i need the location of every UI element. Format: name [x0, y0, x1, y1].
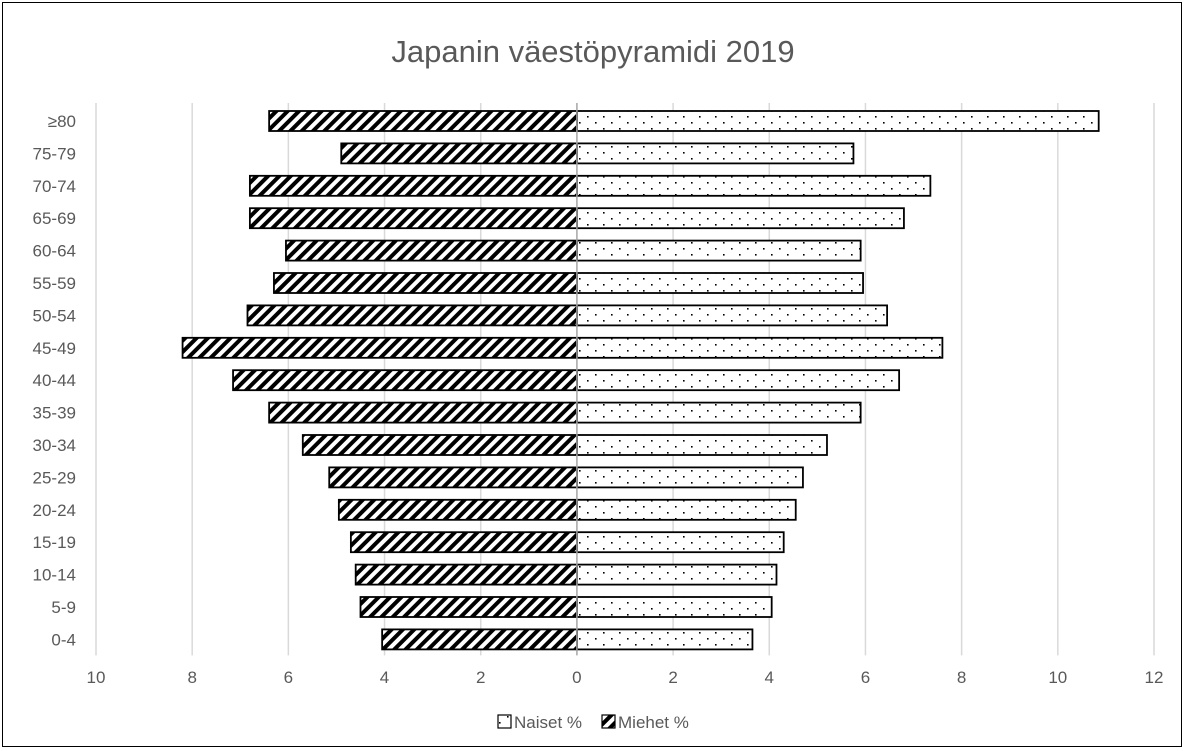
bar-miehet	[181, 336, 578, 359]
bar-naiset	[576, 466, 804, 489]
bar-miehet	[349, 531, 578, 554]
bar-miehet	[337, 498, 578, 521]
bar-naiset	[576, 563, 778, 586]
x-tick-label: 8	[187, 668, 196, 687]
bar-naiset	[576, 531, 785, 554]
bar-naiset	[576, 434, 828, 456]
legend-label: Naiset %	[514, 713, 582, 732]
category-label: 50-54	[33, 306, 76, 325]
bar-miehet	[232, 369, 578, 392]
category-label: 70-74	[33, 177, 76, 196]
bar-miehet	[268, 401, 578, 424]
bar-miehet	[285, 239, 578, 262]
bar-naiset	[576, 239, 862, 262]
legend-label: Miehet %	[618, 713, 689, 732]
bar-naiset	[576, 174, 932, 197]
x-tick-label: 8	[957, 668, 966, 687]
category-label: 45-49	[33, 339, 76, 358]
category-label: 20-24	[33, 501, 76, 520]
bar-miehet	[354, 563, 578, 586]
category-label: 30-34	[33, 436, 76, 455]
category-label: 5-9	[51, 598, 76, 617]
x-tick-label: 2	[668, 668, 677, 687]
category-label: 40-44	[33, 371, 76, 390]
bar-naiset	[576, 110, 1100, 132]
category-label: 65-69	[33, 209, 76, 228]
bar-miehet	[301, 434, 578, 456]
x-tick-label: 4	[765, 668, 774, 687]
bar-miehet	[340, 142, 578, 165]
bar-naiset	[576, 369, 901, 392]
bar-naiset	[576, 272, 864, 294]
chart-title: Japanin väestöpyramidi 2019	[391, 34, 795, 69]
bar-naiset	[576, 304, 888, 327]
legend-swatch	[497, 714, 512, 729]
category-label: 75-79	[33, 144, 76, 163]
x-tick-label: 2	[476, 668, 485, 687]
bar-naiset	[576, 596, 773, 618]
axis-layer: 10 8 6 4 2 0 2 4 6 8 10 12 0-4 5-9 10-14 15-19 20-24 25-2…	[33, 103, 1164, 687]
bar-naiset	[576, 498, 797, 521]
category-label: 10-14	[33, 566, 76, 585]
x-tick-label: 0	[572, 668, 581, 687]
category-label: 35-39	[33, 404, 76, 423]
bar-miehet	[248, 207, 578, 230]
bar-miehet	[381, 628, 578, 651]
category-label: 25-29	[33, 468, 76, 487]
category-label: 15-19	[33, 533, 76, 552]
x-tick-label: 4	[380, 668, 389, 687]
x-tick-label: 10	[1048, 668, 1067, 687]
x-tick-label: 6	[861, 668, 870, 687]
bar-miehet	[246, 304, 578, 327]
bar-miehet	[328, 466, 578, 489]
legend-swatch	[601, 714, 616, 729]
bar-naiset	[576, 628, 754, 651]
bar-miehet	[248, 174, 578, 197]
x-tick-label: 6	[284, 668, 293, 687]
category-label: ≥80	[48, 112, 76, 131]
bar-naiset	[576, 401, 862, 424]
category-label: 0-4	[51, 630, 76, 649]
x-tick-label: 10	[87, 668, 106, 687]
x-tick-label: 12	[1145, 668, 1164, 687]
category-label: 60-64	[33, 242, 76, 261]
bar-miehet	[268, 110, 578, 132]
bar-naiset	[576, 336, 944, 359]
category-label: 55-59	[33, 274, 76, 293]
legend: Naiset % Miehet %	[497, 713, 689, 732]
bar-naiset	[576, 142, 855, 165]
bar-miehet	[273, 272, 578, 294]
bar-miehet	[359, 596, 578, 618]
bar-naiset	[576, 207, 905, 230]
